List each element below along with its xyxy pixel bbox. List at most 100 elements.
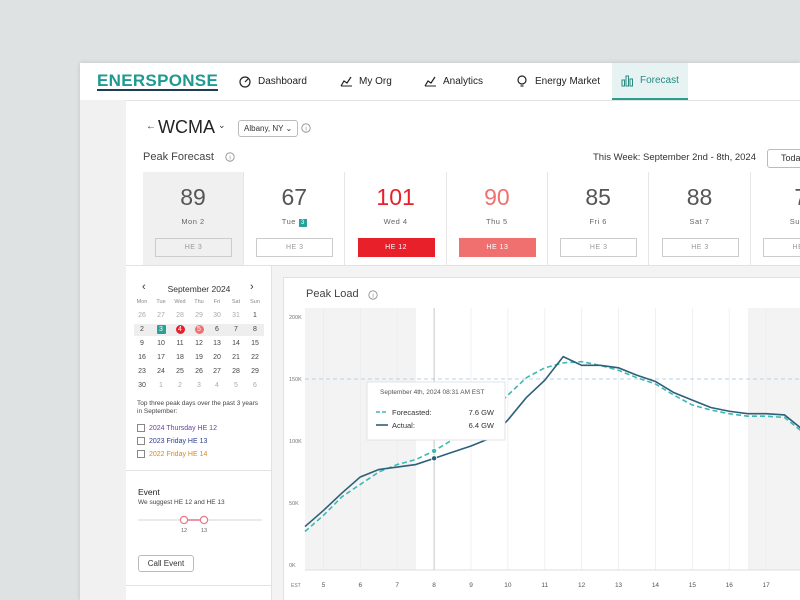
calendar-day[interactable]: 5 (197, 326, 201, 333)
hour-ending[interactable]: HE 12 (357, 238, 435, 257)
calendar-day[interactable]: 30 (138, 382, 146, 389)
day-label: Mon 2 (143, 217, 243, 226)
info-icon[interactable]: i (301, 123, 311, 133)
hour-ending[interactable]: HE 3 (560, 238, 638, 257)
day-card[interactable]: 67 Tue 3 HE 3 (244, 172, 346, 265)
calendar-day[interactable]: 10 (157, 340, 165, 347)
calendar-day[interactable]: 29 (195, 312, 203, 319)
day-card[interactable]: 89 Mon 2 HE 3 (143, 172, 244, 265)
calendar-day[interactable]: 27 (213, 368, 221, 375)
back-arrow[interactable]: ← (146, 121, 156, 132)
day-card[interactable]: 85 Fri 6 HE 3 (548, 172, 650, 265)
calendar-day[interactable]: 2 (178, 382, 182, 389)
calendar-day[interactable]: 28 (232, 368, 240, 375)
hover-point (431, 455, 438, 462)
hour-ending[interactable]: HE 13 (458, 238, 536, 257)
calendar-day[interactable]: 11 (176, 340, 184, 347)
nav-item[interactable]: Dashboard (230, 63, 316, 100)
weekday: Tue (156, 299, 166, 305)
calendar-day[interactable]: 16 (138, 354, 146, 361)
day-card[interactable]: 101 Wed 4 HE 12 (346, 172, 447, 265)
peak-load-chart: 5 6 7 8 9 10 11 12 13 14 15 16 17 EST 0K 50K 100K 150K 200… (289, 308, 800, 589)
calendar-day[interactable]: 27 (157, 312, 165, 319)
calendar-day[interactable]: 7 (234, 326, 238, 333)
checkbox[interactable] (137, 437, 145, 445)
nav-item[interactable]: My Org (331, 63, 401, 100)
calendar-day[interactable]: 30 (213, 312, 221, 319)
nav-item[interactable]: Analytics (415, 63, 492, 100)
slider-handle[interactable] (179, 515, 189, 525)
hour-ending[interactable]: HE 3 (155, 238, 232, 257)
calendar-day[interactable]: 29 (251, 368, 259, 375)
day-card[interactable]: 7 Sun 8 HE 3 (751, 172, 800, 265)
calendar-day[interactable]: 24 (157, 368, 165, 375)
peak-day-option[interactable]: 2024 Thursday HE 12 (137, 424, 217, 432)
peak-note: Top three peak days over the past 3 year… (137, 400, 259, 415)
hour-ending[interactable]: HE 3 (762, 238, 800, 257)
calendar-day[interactable]: 3 (159, 326, 163, 333)
calendar-day[interactable]: 6 (253, 382, 257, 389)
day-marker (194, 325, 204, 334)
info-icon[interactable]: i (225, 152, 235, 162)
calendar-day[interactable]: 6 (215, 326, 219, 333)
calendar-day[interactable]: 20 (213, 354, 221, 361)
calendar-day[interactable]: 9 (140, 340, 144, 347)
calendar-day[interactable]: 8 (253, 326, 257, 333)
peak-value: 89 (180, 184, 206, 210)
prev-month[interactable]: ‹ (142, 281, 146, 293)
info-icon[interactable]: i (368, 290, 378, 300)
calendar-day[interactable]: 28 (176, 312, 184, 319)
checkbox[interactable] (137, 450, 145, 458)
calendar-day[interactable]: 3 (197, 382, 201, 389)
calendar-day[interactable]: 1 (253, 312, 257, 319)
x-tick-label: 9 (469, 582, 473, 589)
calendar-day[interactable]: 1 (159, 382, 163, 389)
checkbox[interactable] (137, 424, 145, 432)
today-button[interactable]: Today (767, 149, 800, 168)
day-card[interactable]: 90 Thu 5 HE 13 (447, 172, 548, 265)
logo[interactable]: ENERSPONSE (97, 71, 219, 91)
slider-handle[interactable] (199, 515, 209, 525)
event-slider[interactable]: 12 13 (136, 513, 266, 538)
calendar-day[interactable]: 19 (195, 354, 203, 361)
hour-ending[interactable]: HE 3 (256, 238, 334, 257)
calendar-day[interactable]: 17 (157, 354, 165, 361)
next-month[interactable]: › (250, 281, 254, 293)
x-tick-label: 10 (504, 582, 512, 589)
location-select[interactable]: Albany, NY ⌄ (238, 120, 299, 137)
calendar-day[interactable]: 26 (195, 368, 203, 375)
y-tick-label: 0K (289, 563, 296, 569)
calendar-day[interactable]: 4 (215, 382, 219, 389)
nav-item[interactable]: Energy Market (507, 63, 609, 100)
day-label: Thu 5 (447, 217, 547, 226)
calendar-day[interactable]: 13 (213, 340, 221, 347)
peak-day-option[interactable]: 2023 Friday HE 13 (137, 437, 207, 445)
hour-ending[interactable]: HE 3 (661, 238, 739, 257)
calendar-day[interactable]: 31 (232, 312, 240, 319)
day-card[interactable]: 88 Sat 7 HE 3 (650, 172, 751, 265)
shaded-hours (748, 308, 800, 570)
site-title[interactable]: WCMA (158, 117, 215, 137)
calendar-day[interactable]: 12 (195, 340, 203, 347)
x-tick-label: 15 (689, 582, 697, 589)
app-window: ENERSPONSE Dashboard My Org Analytics Energ… (80, 63, 800, 600)
calendar-day[interactable]: 2 (140, 326, 144, 333)
calendar-day[interactable]: 25 (176, 368, 184, 375)
calendar-day[interactable]: 22 (251, 354, 259, 361)
chart-title: Peak Load (306, 288, 359, 300)
tooltip-value: 7.6 GW (469, 408, 495, 417)
calendar-day[interactable]: 15 (251, 340, 259, 347)
peak-day-option[interactable]: 2022 Friday HE 14 (137, 450, 207, 458)
peak-value: 7 (751, 184, 800, 211)
call-event-button[interactable]: Call Event (138, 555, 194, 572)
calendar-day[interactable]: 21 (232, 354, 240, 361)
x-tick-label: 17 (762, 582, 770, 589)
calendar-day[interactable]: 5 (234, 382, 238, 389)
site-dropdown[interactable]: ⌄ (218, 120, 226, 130)
calendar-day[interactable]: 14 (232, 340, 240, 347)
calendar-day[interactable]: 23 (138, 368, 146, 375)
nav-item[interactable]: Forecast (612, 63, 688, 100)
calendar-day[interactable]: 4 (178, 326, 182, 333)
calendar-day[interactable]: 18 (176, 354, 184, 361)
calendar-day[interactable]: 26 (138, 312, 146, 319)
